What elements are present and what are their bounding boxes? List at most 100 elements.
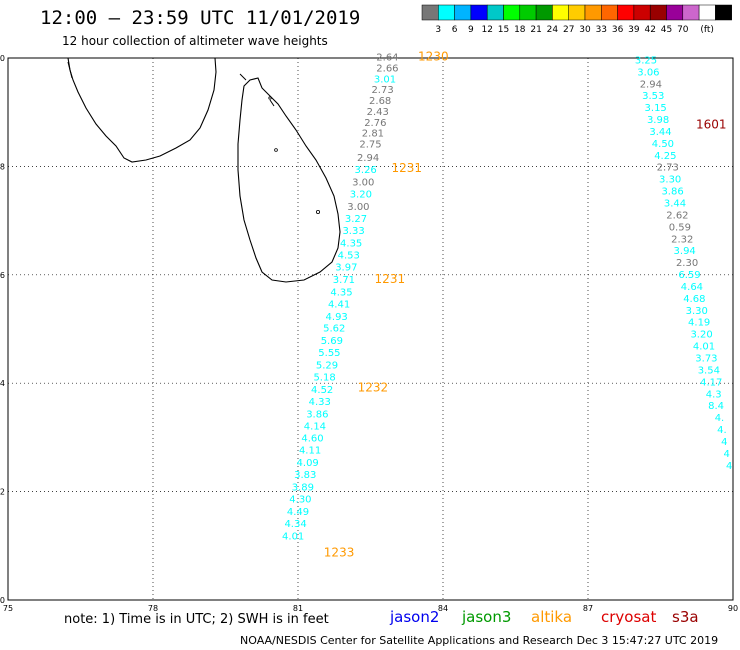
lon-tick-label: 84	[438, 604, 448, 613]
wave-height-value: 2.73	[371, 85, 393, 96]
wave-height-value: 4	[726, 461, 732, 472]
wave-height-value: 2.81	[362, 129, 384, 140]
wave-height-value: 3.53	[642, 91, 664, 102]
lat-tick-label: 6	[0, 271, 5, 280]
wave-height-value: 2.94	[357, 153, 379, 164]
scale-label: 27	[563, 25, 574, 35]
wave-height-value: 4.3	[706, 389, 722, 400]
wave-height-value: 2.64	[376, 53, 398, 64]
wave-height-value: 3.25	[635, 55, 657, 66]
scale-label: 21	[530, 25, 541, 35]
lon-tick-label: 81	[293, 604, 303, 613]
wave-height-value: 3.97	[335, 262, 357, 273]
wave-height-value: 3.20	[690, 330, 712, 341]
scale-label: 24	[547, 25, 559, 35]
wave-height-value: 3.94	[674, 246, 696, 257]
scale-label: 12	[481, 25, 492, 35]
wave-height-value: 4.14	[304, 421, 326, 432]
wave-height-value: 3.71	[333, 275, 355, 286]
lon-tick-label: 87	[583, 604, 593, 613]
wave-height-value: 3.00	[352, 177, 374, 188]
wave-height-value: 5.62	[323, 324, 345, 335]
axis-tick-labels: 75 78 81 84 87 90 0 2 4 6 8 10	[0, 54, 738, 613]
wave-height-value: 4.50	[652, 139, 674, 150]
satellite-legend-item: altika	[531, 608, 573, 626]
wave-height-value: 4.35	[330, 287, 352, 298]
scale-label: 33	[596, 25, 607, 35]
wave-height-value: 3.98	[647, 115, 669, 126]
wave-height-value: 3.86	[306, 409, 328, 420]
time-label: 1601	[696, 117, 727, 131]
wave-height-value: 4.	[717, 425, 727, 436]
satellite-legend-item: jason3	[462, 608, 512, 626]
satellite-legend-item: jason2	[390, 608, 440, 626]
wave-height-value: 2.73	[657, 163, 679, 174]
wave-height-value: 3.86	[661, 187, 683, 198]
wave-height-value: 4.09	[297, 458, 319, 469]
lon-tick-label: 78	[148, 604, 158, 613]
sri-lanka-coastline	[67, 57, 341, 283]
scale-label: 30	[579, 25, 591, 35]
scale-label: 70	[677, 25, 689, 35]
wave-height-value: 4.25	[654, 151, 676, 162]
wave-height-value: 2.75	[359, 139, 381, 150]
lat-lon-grid	[8, 58, 733, 600]
wave-height-value: 4.17	[700, 377, 722, 388]
wave-height-value: 2.94	[640, 79, 662, 90]
credit-line: NOAA/NESDIS Center for Satellite Applica…	[240, 634, 719, 647]
scale-label: 42	[644, 25, 655, 35]
wave-height-value: 3.44	[649, 127, 671, 138]
scale-label: 3	[435, 25, 441, 35]
wave-height-value: 3.54	[698, 365, 720, 376]
scale-label: 9	[468, 25, 474, 35]
wave-height-value: 6.59	[678, 270, 700, 281]
page-subtitle: 12 hour collection of altimeter wave hei…	[62, 34, 328, 48]
wave-height-value: 5.69	[321, 336, 343, 347]
time-label: 1231	[391, 161, 422, 175]
scale-label: 15	[498, 25, 509, 35]
wave-height-values: 2.642.663.012.732.682.432.762.812.752.94…	[282, 53, 732, 543]
wave-height-value: 2.76	[364, 118, 386, 129]
color-scale-bar: 3 6 9 12 15 18 21 24 27 30 33 36 39 42 45 70 (ft)	[421, 4, 732, 35]
time-label: 1230	[418, 50, 449, 64]
sri-lanka-coast	[237, 77, 341, 283]
wave-height-value: 4.49	[287, 507, 309, 518]
wave-height-value: 3.06	[637, 67, 659, 78]
wave-height-value: 2.62	[666, 210, 688, 221]
color-scale-swatches	[421, 4, 732, 21]
wave-height-value: 4.01	[282, 531, 304, 542]
wave-height-value: 2.43	[367, 107, 389, 118]
scale-label: 45	[661, 25, 672, 35]
lat-tick-label: 8	[0, 162, 5, 171]
wave-height-value: 4.30	[289, 494, 311, 505]
track-time-labels: 1230 1231 1231 1232 1233 1601	[324, 50, 727, 560]
wave-height-value: 3.33	[342, 226, 364, 237]
wave-height-value: 4.33	[309, 397, 331, 408]
wave-height-value: 4.41	[328, 299, 350, 310]
scale-label: 18	[514, 25, 526, 35]
wave-height-value: 4.19	[688, 318, 710, 329]
wave-height-value: 3.30	[686, 306, 708, 317]
wave-height-value: 3.83	[294, 470, 316, 481]
lat-tick-label: 4	[0, 379, 5, 388]
lon-tick-label: 75	[3, 604, 13, 613]
wave-height-value: 4.93	[326, 312, 348, 323]
wave-height-value: 5.29	[316, 361, 338, 372]
scale-label: 6	[452, 25, 458, 35]
wave-height-value: 2.66	[376, 64, 398, 75]
wave-height-value: 8.4	[708, 401, 724, 412]
wave-height-value: 4.11	[299, 446, 321, 457]
wave-height-value: 2.32	[671, 234, 693, 245]
wave-height-value: 3.15	[645, 103, 667, 114]
lat-tick-label: 0	[0, 596, 5, 605]
time-label: 1231	[375, 272, 406, 286]
wave-height-value: 4	[724, 449, 730, 460]
wave-height-value: 3.00	[347, 202, 369, 213]
wave-height-value: 4.35	[340, 239, 362, 250]
wave-height-value: 3.30	[659, 175, 681, 186]
wave-height-value: 2.68	[369, 96, 391, 107]
satellite-legend-item: cryosat	[601, 608, 657, 626]
lat-tick-label: 2	[0, 488, 5, 497]
wave-height-value: 4.34	[284, 519, 306, 530]
wave-height-value: 4.68	[683, 294, 705, 305]
